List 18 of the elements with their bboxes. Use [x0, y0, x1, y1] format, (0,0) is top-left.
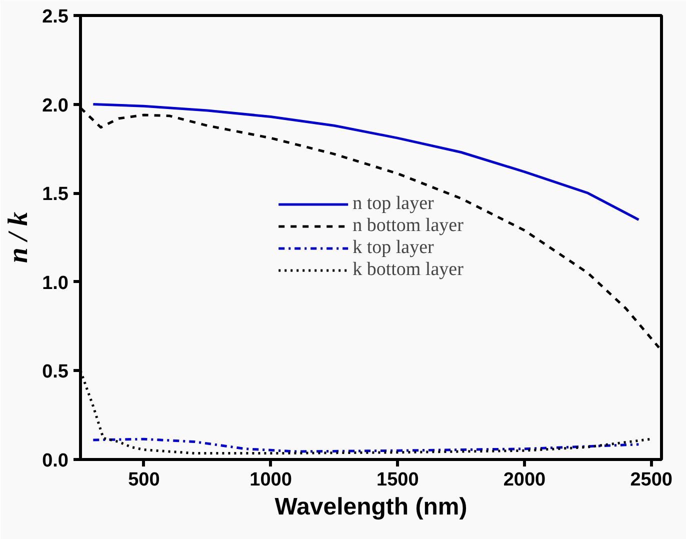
y-axis-title: n / k [3, 212, 34, 264]
x-tick-label: 1000 [250, 470, 292, 490]
line-series [92, 438, 640, 453]
y-tick-label: 1.0 [42, 272, 69, 294]
legend-label: k top layer [352, 237, 434, 259]
y-tick-label: 2.0 [42, 95, 69, 116]
y-tick-label: 0.5 [42, 362, 69, 383]
legend-label: k bottom layer [352, 259, 464, 281]
x-tick-label: 500 [128, 470, 160, 490]
x-tick-label: 2000 [503, 470, 546, 490]
legend-label: n bottom layer [352, 215, 464, 237]
x-tick-label: 1500 [376, 470, 419, 490]
x-tick-label: 2500 [630, 470, 672, 490]
y-tick-label: 2.5 [42, 6, 69, 28]
y-tick-label: 0.0 [42, 450, 69, 472]
y-tick-label: 1.5 [42, 184, 69, 206]
legend-label: n top layer [352, 193, 434, 215]
x-axis-title: Wavelength (nm) [274, 494, 468, 520]
